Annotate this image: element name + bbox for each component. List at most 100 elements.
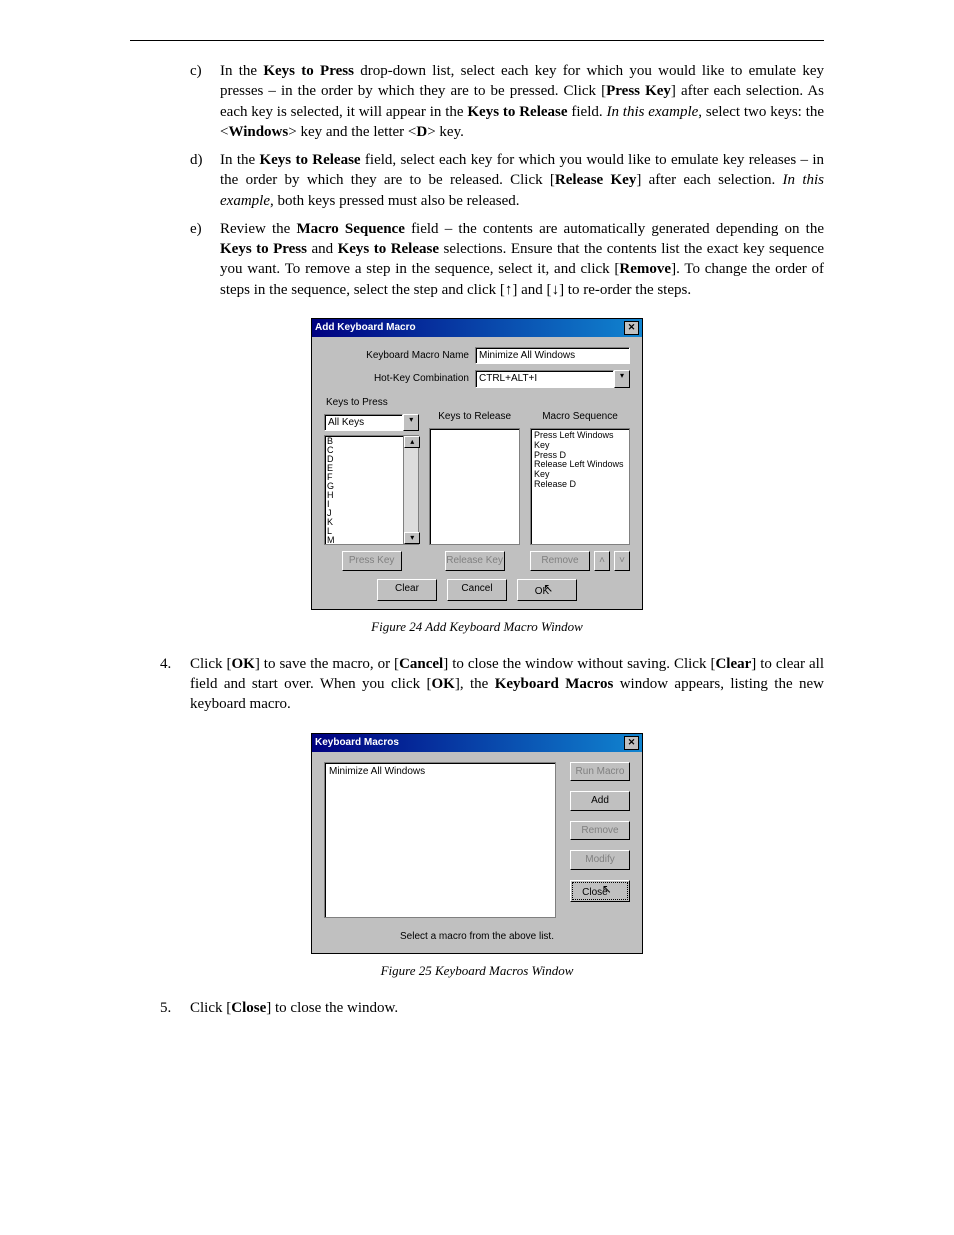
- remove-button[interactable]: Remove: [530, 551, 590, 571]
- keys-filter-select[interactable]: All Keys ▾: [324, 414, 419, 432]
- bold: Release Key: [555, 172, 636, 188]
- list-item[interactable]: Release D: [534, 480, 626, 490]
- bold: Keys to Press: [220, 241, 307, 257]
- macro-sequence-label: Macro Sequence: [530, 410, 630, 424]
- text: ] and [: [512, 282, 551, 298]
- close-button[interactable]: Close↖: [570, 880, 630, 903]
- item-5: 5. Click [Close] to close the window.: [130, 998, 824, 1018]
- bold: Press Key: [606, 83, 671, 99]
- list-item[interactable]: F: [327, 473, 401, 482]
- text: In the: [220, 152, 259, 168]
- close-icon[interactable]: ✕: [624, 736, 639, 750]
- macro-name-input[interactable]: Minimize All Windows: [475, 347, 630, 365]
- modify-button[interactable]: Modify: [570, 850, 630, 870]
- press-key-button[interactable]: Press Key: [342, 551, 402, 571]
- bold: Keyboard Macros: [495, 676, 614, 692]
- list-item[interactable]: Release Left Windows Key: [534, 460, 626, 480]
- list-item[interactable]: G: [327, 482, 401, 491]
- list-item[interactable]: J: [327, 509, 401, 518]
- scroll-up-icon[interactable]: ▴: [404, 436, 420, 448]
- bold: OK: [231, 656, 254, 672]
- figure-25-caption: Figure 25 Keyboard Macros Window: [130, 962, 824, 980]
- page-rule: [130, 40, 824, 41]
- chevron-down-icon[interactable]: ▾: [403, 414, 419, 432]
- add-keyboard-macro-dialog: Add Keyboard Macro ✕ Keyboard Macro Name…: [311, 318, 643, 611]
- move-down-button[interactable]: ˅: [614, 551, 630, 571]
- list-item[interactable]: M: [327, 536, 401, 545]
- marker-c: c): [190, 61, 202, 81]
- scroll-down-icon[interactable]: ▾: [404, 532, 420, 544]
- lettered-list: c) In the Keys to Press drop-down list, …: [190, 61, 824, 300]
- text: ] to close the window.: [266, 1000, 398, 1016]
- list-item[interactable]: B: [327, 437, 401, 446]
- item-c: c) In the Keys to Press drop-down list, …: [190, 61, 824, 142]
- marker-4: 4.: [160, 654, 171, 674]
- list-item[interactable]: D: [327, 455, 401, 464]
- text: ] to re-order the steps.: [559, 282, 691, 298]
- add-button[interactable]: Add: [570, 791, 630, 811]
- dialog-footer-text: Select a macro from the above list.: [312, 926, 642, 954]
- keys-to-release-list[interactable]: [429, 428, 520, 546]
- list-item[interactable]: Minimize All Windows: [329, 765, 551, 779]
- bold: Close: [231, 1000, 266, 1016]
- text: , both keys pressed must also be release…: [270, 193, 520, 209]
- list-item[interactable]: E: [327, 464, 401, 473]
- marker-5: 5.: [160, 998, 171, 1018]
- marker-e: e): [190, 219, 202, 239]
- run-macro-button[interactable]: Run Macro: [570, 762, 630, 782]
- item-d: d) In the Keys to Release field, select …: [190, 150, 824, 211]
- release-key-button[interactable]: Release Key: [445, 551, 505, 571]
- list-item[interactable]: I: [327, 500, 401, 509]
- italic: In this example: [606, 104, 698, 120]
- keys-to-release-label: Keys to Release: [429, 410, 520, 424]
- titlebar[interactable]: Keyboard Macros ✕: [312, 734, 642, 752]
- bold: Windows: [228, 124, 288, 140]
- text: Click [: [190, 1000, 231, 1016]
- hotkey-value: CTRL+ALT+I: [475, 370, 614, 388]
- bold: Keys to Release: [259, 152, 360, 168]
- keys-to-press-label: Keys to Press: [324, 396, 419, 410]
- hotkey-label: Hot-Key Combination: [324, 372, 475, 386]
- list-item[interactable]: C: [327, 446, 401, 455]
- clear-button[interactable]: Clear: [377, 579, 437, 602]
- scrollbar[interactable]: ▴ ▾: [403, 435, 419, 545]
- chevron-down-icon[interactable]: ▾: [614, 370, 630, 388]
- close-icon[interactable]: ✕: [624, 321, 639, 335]
- text: ] after each selection.: [636, 172, 782, 188]
- list-item[interactable]: K: [327, 518, 401, 527]
- marker-d: d): [190, 150, 203, 170]
- text: ] to save the macro, or [: [255, 656, 399, 672]
- text: Click [: [190, 656, 231, 672]
- text: and: [307, 241, 338, 257]
- hotkey-select[interactable]: CTRL+ALT+I ▾: [475, 370, 630, 388]
- text: ], the: [455, 676, 495, 692]
- bold: Clear: [715, 656, 751, 672]
- numbered-list: 4. Click [OK] to save the macro, or [Can…: [130, 654, 824, 715]
- bold: D: [416, 124, 427, 140]
- text: field.: [568, 104, 607, 120]
- keyboard-macros-dialog: Keyboard Macros ✕ Minimize All Windows R…: [311, 733, 643, 955]
- cancel-button[interactable]: Cancel: [447, 579, 507, 602]
- remove-button[interactable]: Remove: [570, 821, 630, 841]
- text: > key and the letter <: [288, 124, 416, 140]
- bold: Keys to Release: [338, 241, 439, 257]
- list-item[interactable]: H: [327, 491, 401, 500]
- list-item[interactable]: Press Left Windows Key: [534, 431, 626, 451]
- move-up-button[interactable]: ˄: [594, 551, 610, 571]
- titlebar[interactable]: Add Keyboard Macro ✕: [312, 319, 642, 337]
- list-item[interactable]: L: [327, 527, 401, 536]
- keys-filter-value: All Keys: [324, 414, 403, 432]
- macro-list[interactable]: Minimize All Windows: [324, 762, 556, 918]
- window-title: Keyboard Macros: [315, 736, 399, 750]
- bold: Remove: [619, 261, 671, 277]
- item-4: 4. Click [OK] to save the macro, or [Can…: [130, 654, 824, 715]
- macro-sequence-list[interactable]: Press Left Windows KeyPress DRelease Lef…: [530, 428, 630, 546]
- ok-button[interactable]: OK↖: [517, 579, 577, 602]
- item-e: e) Review the Macro Sequence field – the…: [190, 219, 824, 300]
- keys-to-press-list[interactable]: BCDEFGHIJKLMN ▴ ▾: [324, 435, 419, 545]
- cursor-icon: ↖: [543, 580, 553, 596]
- text: > key.: [427, 124, 464, 140]
- text: ] to close the window without saving. Cl…: [443, 656, 715, 672]
- bold: Cancel: [399, 656, 443, 672]
- numbered-list-2: 5. Click [Close] to close the window.: [130, 998, 824, 1018]
